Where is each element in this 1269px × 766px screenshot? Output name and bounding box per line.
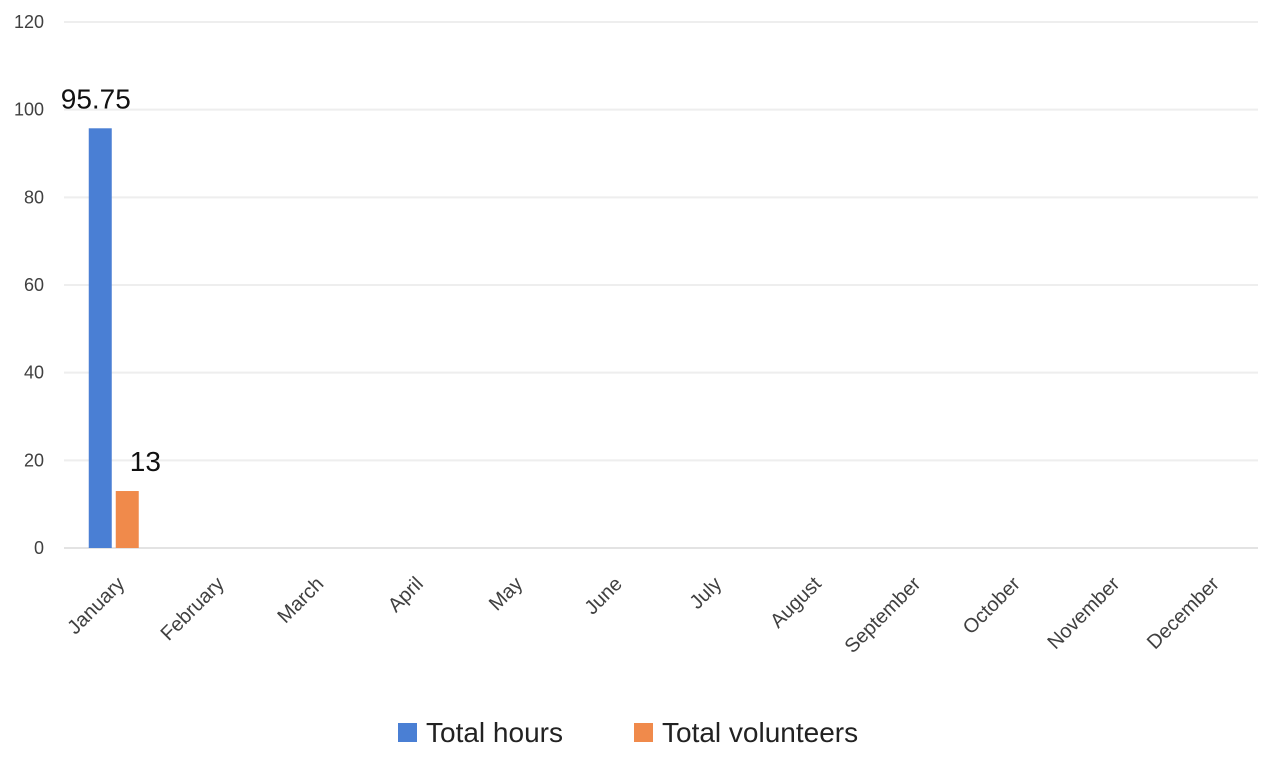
bar-total-volunteers xyxy=(115,491,139,548)
x-tick-label: July xyxy=(686,573,727,614)
legend-swatch xyxy=(398,723,417,742)
x-tick-label: December xyxy=(1143,573,1224,654)
y-axis-ticks: 0 20 40 60 80 100 120 xyxy=(14,12,44,558)
gridlines xyxy=(64,21,1258,549)
x-tick-label: March xyxy=(273,573,328,628)
x-tick-label: June xyxy=(581,573,627,619)
y-tick-label: 40 xyxy=(24,363,44,383)
legend-swatch xyxy=(634,723,653,742)
y-tick-label: 0 xyxy=(34,538,44,558)
x-tick-label: August xyxy=(766,573,826,633)
y-tick-label: 20 xyxy=(24,450,44,470)
bars xyxy=(88,128,139,548)
x-tick-label: November xyxy=(1043,573,1124,654)
legend-label: Total hours xyxy=(426,717,563,748)
data-label: 95.75 xyxy=(61,83,131,114)
y-tick-label: 80 xyxy=(24,187,44,207)
x-tick-label: October xyxy=(959,573,1025,639)
x-tick-label: January xyxy=(63,573,129,639)
x-tick-label: May xyxy=(485,573,527,615)
x-tick-label: April xyxy=(384,573,428,617)
legend-label: Total volunteers xyxy=(662,717,858,748)
legend: Total hours Total volunteers xyxy=(398,717,858,748)
bar-total-hours xyxy=(88,128,112,548)
x-tick-label: September xyxy=(841,573,926,658)
x-axis-ticks: January February March April May June July Augu… xyxy=(63,573,1224,658)
y-tick-label: 100 xyxy=(14,100,44,120)
y-tick-label: 60 xyxy=(24,275,44,295)
data-label: 13 xyxy=(130,446,161,477)
data-labels: 95.75 13 xyxy=(61,83,161,477)
y-tick-label: 120 xyxy=(14,12,44,32)
x-tick-label: February xyxy=(157,573,229,645)
